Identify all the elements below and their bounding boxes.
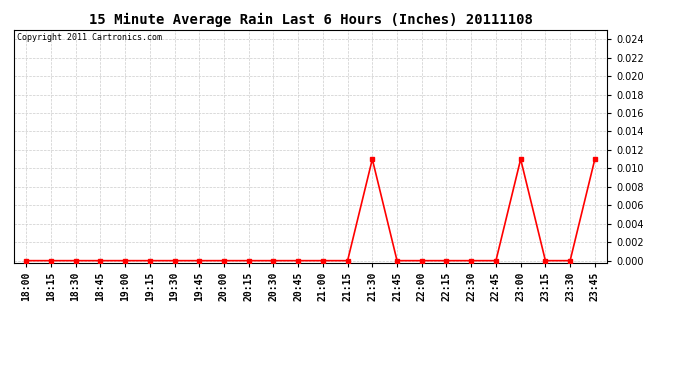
Title: 15 Minute Average Rain Last 6 Hours (Inches) 20111108: 15 Minute Average Rain Last 6 Hours (Inc… <box>88 13 533 27</box>
Text: Copyright 2011 Cartronics.com: Copyright 2011 Cartronics.com <box>17 33 161 42</box>
